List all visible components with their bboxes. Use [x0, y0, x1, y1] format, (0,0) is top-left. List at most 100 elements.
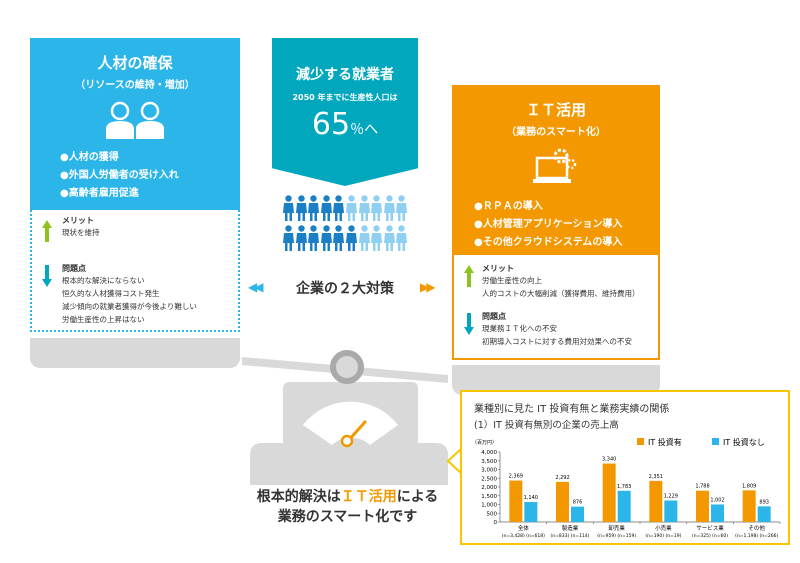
x-category-label: その他 [748, 524, 765, 532]
person-icon [295, 225, 307, 251]
chart-callout: 業種別に見た IT 投資有無と業務実績の関係 (1）IT 投資有無別の企業の売上… [460, 390, 790, 545]
right-merit: 人的コストの大幅削減（獲得費用、維持費用） [482, 289, 640, 298]
x-category-label: 卸売業 [608, 524, 625, 532]
person-icon [346, 225, 357, 251]
bar-value-label: 1,783 [617, 484, 631, 490]
left-merit: 現状を維持 [62, 228, 100, 237]
left-title: 人材の確保 [97, 54, 173, 72]
y-tick-label: 2,500 [481, 476, 497, 482]
scale-pan-left [30, 338, 240, 368]
chart-subtitle: (1）IT 投資有無別の企業の売上高 [474, 420, 619, 431]
two-measures-label: 企業の２大対策 [296, 281, 394, 297]
right-panel-header: ＩＴ活用 （業務のスマート化） ●ＲＰＡの導入 ●人材管理アプリケーション導入 … [452, 85, 660, 255]
person-icon [358, 195, 370, 221]
right-title: ＩＴ活用 [525, 101, 586, 119]
left-issue: 減少傾向の就業者獲得が今後より難しい [62, 302, 197, 311]
left-issue: 根本的な解決にならない [62, 276, 145, 285]
y-tick-label: 1,000 [481, 503, 497, 509]
bar-value-label: 1,809 [742, 483, 756, 489]
left-bullet: ●外国人労働者の受け入れ [60, 170, 179, 181]
bar [664, 500, 678, 522]
two-people-icon [106, 101, 164, 139]
bar [696, 490, 709, 522]
bar-value-label: 1,002 [710, 497, 724, 503]
left-arrows-icon: ◀◀ [248, 280, 264, 294]
bar-value-label: 876 [573, 500, 583, 506]
person-icon [333, 195, 345, 221]
right-bullet: ●その他クラウドシステムの導入 [474, 237, 623, 248]
bar [617, 490, 631, 522]
right-issue-title: 問題点 [482, 312, 506, 321]
x-category-n: (n=1,198) (n=266) [735, 533, 778, 539]
bar-value-label: 2,292 [555, 475, 569, 481]
x-category-label: 小売業 [655, 524, 672, 532]
person-icon [320, 225, 332, 251]
right-bullet: ●人材管理アプリケーション導入 [474, 219, 623, 230]
computer-gear-icon [533, 148, 577, 183]
chart-title: 業種別に見た IT 投資有無と業務実績の関係 [474, 404, 670, 415]
y-tick-label: 4,000 [481, 450, 497, 456]
legend-label: IT 投資なし [723, 437, 765, 447]
person-icon [371, 225, 383, 251]
conclusion-text: 根本的解決はＩＴ活用による 業務のスマート化です [240, 487, 455, 527]
right-arrows-icon: ▶▶ [420, 280, 436, 294]
left-panel-body: メリット 現状を維持 問題点 根本的な解決にならない 恒久的な人材獲得コスト発生… [30, 210, 240, 332]
balance-scale-icon [242, 350, 448, 485]
bar [649, 480, 663, 522]
y-tick-label: 3,500 [481, 459, 497, 465]
person-icon [346, 195, 357, 221]
right-merit: 労働生産性の向上 [482, 276, 542, 285]
right-merit-title: メリット [482, 264, 514, 273]
bar-value-label: 2,369 [509, 474, 523, 480]
bar [742, 490, 756, 522]
mid-title: 減少する就業者 [296, 67, 394, 83]
x-category-label: 全体 [518, 524, 530, 532]
workforce-banner: 減少する就業者 2050 年までに生産性人口は 65％へ [272, 38, 418, 186]
person-icon [383, 225, 395, 251]
person-icon [333, 225, 345, 251]
arrow-down-icon [42, 265, 52, 287]
left-subtitle: （リソースの維持・増加） [75, 80, 195, 91]
bar-value-label: 1,229 [664, 493, 678, 499]
x-category-label: サービス業 [696, 524, 724, 532]
arrow-up-icon [464, 265, 474, 287]
bar-value-label: 3,340 [602, 457, 616, 463]
x-category-n: (n=325) (n=60) [692, 533, 728, 539]
legend-swatch [712, 438, 719, 445]
y-tick-label: 1,500 [481, 494, 497, 500]
sales-bar-chart: （百万円） 0 500 1,000 1,500 2,000 2,500 3,000 3,500 4… [472, 437, 781, 539]
x-category-label: 製造業 [562, 524, 579, 532]
bar [757, 506, 771, 522]
people-icons [283, 195, 409, 255]
person-icon [383, 195, 395, 221]
person-icon [371, 195, 383, 221]
person-icon [320, 195, 332, 221]
left-issue: 労働生産性の上昇はない [62, 315, 145, 324]
person-icon [295, 195, 307, 221]
person-icon [358, 225, 370, 251]
bar [556, 481, 569, 522]
bar-value-label: 1,140 [524, 495, 538, 501]
conclusion-line2: 業務のスマート化です [277, 509, 418, 525]
arrow-down-icon [464, 313, 474, 335]
x-category-n: (n=959) (n=159) [597, 533, 636, 539]
mid-value: 65 [311, 107, 351, 142]
right-subtitle: （業務のスマート化） [506, 127, 606, 138]
person-icon [396, 195, 408, 221]
y-tick-label: 2,000 [481, 485, 497, 491]
y-tick-label: 3,000 [481, 468, 497, 474]
conclusion-pre: 根本的解決は [256, 489, 341, 505]
bar [524, 502, 538, 522]
mid-subtitle: 2050 年までに生産性人口は [292, 93, 398, 102]
conclusion-post: による [396, 489, 439, 505]
legend-swatch [637, 438, 644, 445]
y-axis-unit: （百万円） [472, 440, 497, 446]
right-issue: 現業務ＩＴ化への不安 [482, 324, 557, 333]
person-icon [308, 225, 320, 251]
bar-value-label: 893 [759, 499, 769, 505]
y-tick-label: 0 [494, 520, 498, 526]
arrow-up-icon [42, 220, 52, 242]
left-bullet: ●高齢者雇用促進 [60, 188, 139, 199]
bar [571, 506, 584, 522]
bar-value-label: 2,351 [649, 474, 663, 480]
